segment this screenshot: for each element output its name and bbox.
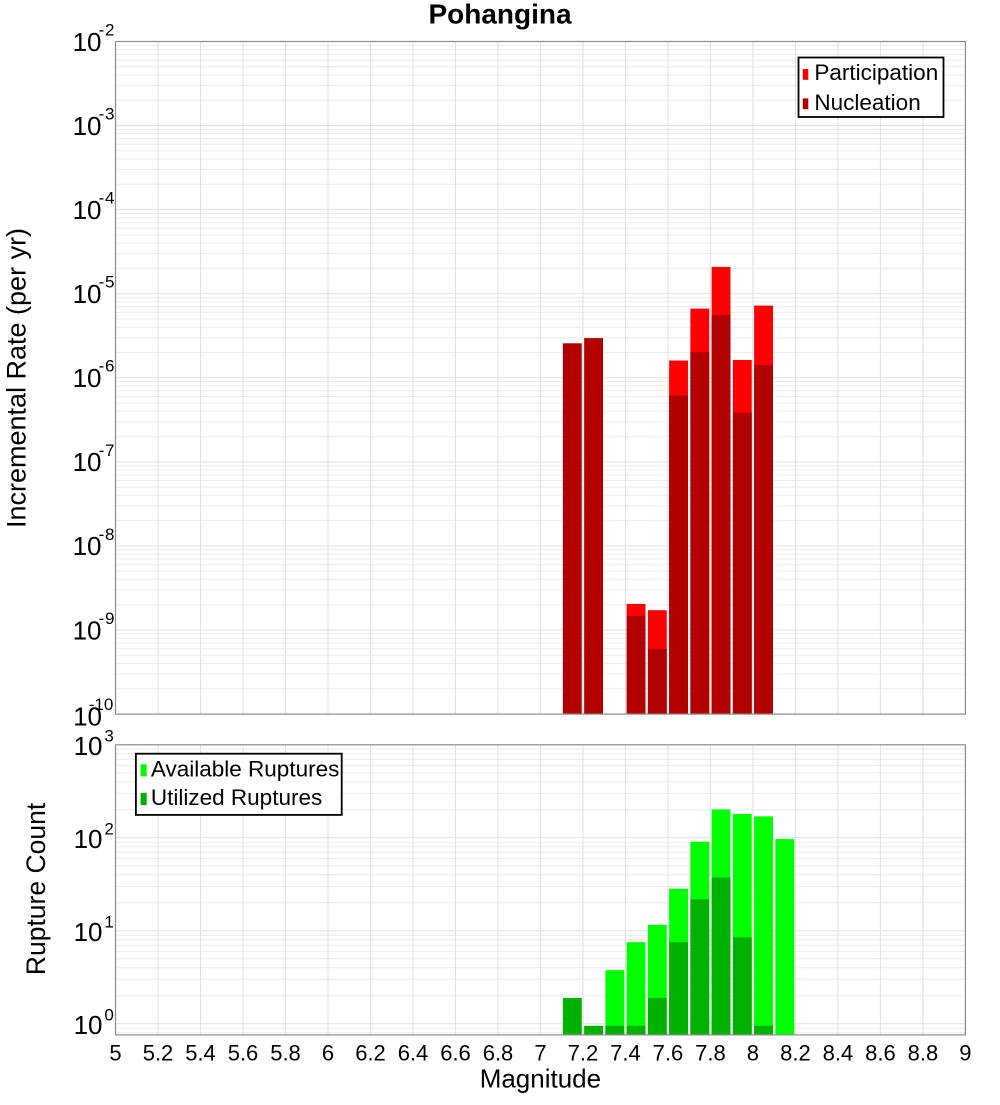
svg-text:10: 10 <box>73 447 102 477</box>
svg-text:10: 10 <box>73 279 102 309</box>
svg-text:5.4: 5.4 <box>185 1041 216 1066</box>
svg-text:9: 9 <box>105 609 114 628</box>
svg-text:-: - <box>89 695 95 714</box>
svg-text:3: 3 <box>105 105 114 124</box>
svg-text:5: 5 <box>105 273 114 292</box>
svg-text:10: 10 <box>94 695 113 714</box>
svg-text:Participation: Participation <box>814 60 938 85</box>
svg-text:6.2: 6.2 <box>355 1041 386 1066</box>
svg-text:10: 10 <box>74 824 103 854</box>
svg-text:Pohangina: Pohangina <box>428 0 572 30</box>
svg-text:10: 10 <box>73 27 102 57</box>
svg-text:5.6: 5.6 <box>228 1041 259 1066</box>
svg-text:5.8: 5.8 <box>270 1041 301 1066</box>
svg-text:6.6: 6.6 <box>440 1041 471 1066</box>
svg-text:2: 2 <box>105 20 114 39</box>
svg-text:10: 10 <box>74 917 103 947</box>
svg-text:6: 6 <box>322 1041 334 1066</box>
svg-text:10: 10 <box>73 531 102 561</box>
svg-text:10: 10 <box>73 111 102 141</box>
svg-text:6: 6 <box>105 357 114 376</box>
svg-text:7.2: 7.2 <box>568 1041 599 1066</box>
svg-text:8.6: 8.6 <box>865 1041 896 1066</box>
svg-text:7: 7 <box>105 441 114 460</box>
svg-text:10: 10 <box>74 731 103 761</box>
svg-text:10: 10 <box>73 701 102 731</box>
svg-text:2: 2 <box>104 819 113 838</box>
svg-text:6.8: 6.8 <box>483 1041 514 1066</box>
svg-text:-: - <box>99 357 105 376</box>
svg-text:4: 4 <box>105 189 114 208</box>
svg-text:5.2: 5.2 <box>143 1041 174 1066</box>
svg-text:Incremental Rate (per yr): Incremental Rate (per yr) <box>2 228 32 528</box>
svg-text:Rupture Count: Rupture Count <box>21 802 51 975</box>
svg-text:7: 7 <box>534 1041 546 1066</box>
svg-text:10: 10 <box>73 195 102 225</box>
svg-text:5: 5 <box>109 1041 121 1066</box>
svg-text:8.4: 8.4 <box>823 1041 854 1066</box>
svg-text:7.8: 7.8 <box>695 1041 726 1066</box>
svg-text:-: - <box>99 20 105 39</box>
svg-text:9: 9 <box>959 1041 971 1066</box>
svg-text:Magnitude: Magnitude <box>480 1064 601 1094</box>
svg-text:10: 10 <box>73 615 102 645</box>
svg-text:-: - <box>99 609 105 628</box>
svg-text:7.4: 7.4 <box>610 1041 641 1066</box>
svg-text:8: 8 <box>105 525 114 544</box>
svg-text:6.4: 6.4 <box>398 1041 429 1066</box>
svg-text:-: - <box>99 525 105 544</box>
svg-text:Utilized Ruptures: Utilized Ruptures <box>151 785 322 810</box>
svg-text:10: 10 <box>74 1010 103 1040</box>
svg-text:Nucleation: Nucleation <box>814 90 920 115</box>
svg-text:8.2: 8.2 <box>780 1041 811 1066</box>
svg-text:1: 1 <box>104 912 113 931</box>
svg-text:0: 0 <box>104 1005 113 1024</box>
svg-text:Available Ruptures: Available Ruptures <box>151 756 339 781</box>
svg-text:-: - <box>99 105 105 124</box>
svg-text:3: 3 <box>104 726 113 745</box>
svg-text:8.8: 8.8 <box>908 1041 939 1066</box>
svg-text:7.6: 7.6 <box>653 1041 684 1066</box>
svg-text:-: - <box>99 189 105 208</box>
svg-text:8: 8 <box>747 1041 759 1066</box>
svg-text:-: - <box>99 441 105 460</box>
svg-text:-: - <box>99 273 105 292</box>
svg-text:10: 10 <box>73 363 102 393</box>
